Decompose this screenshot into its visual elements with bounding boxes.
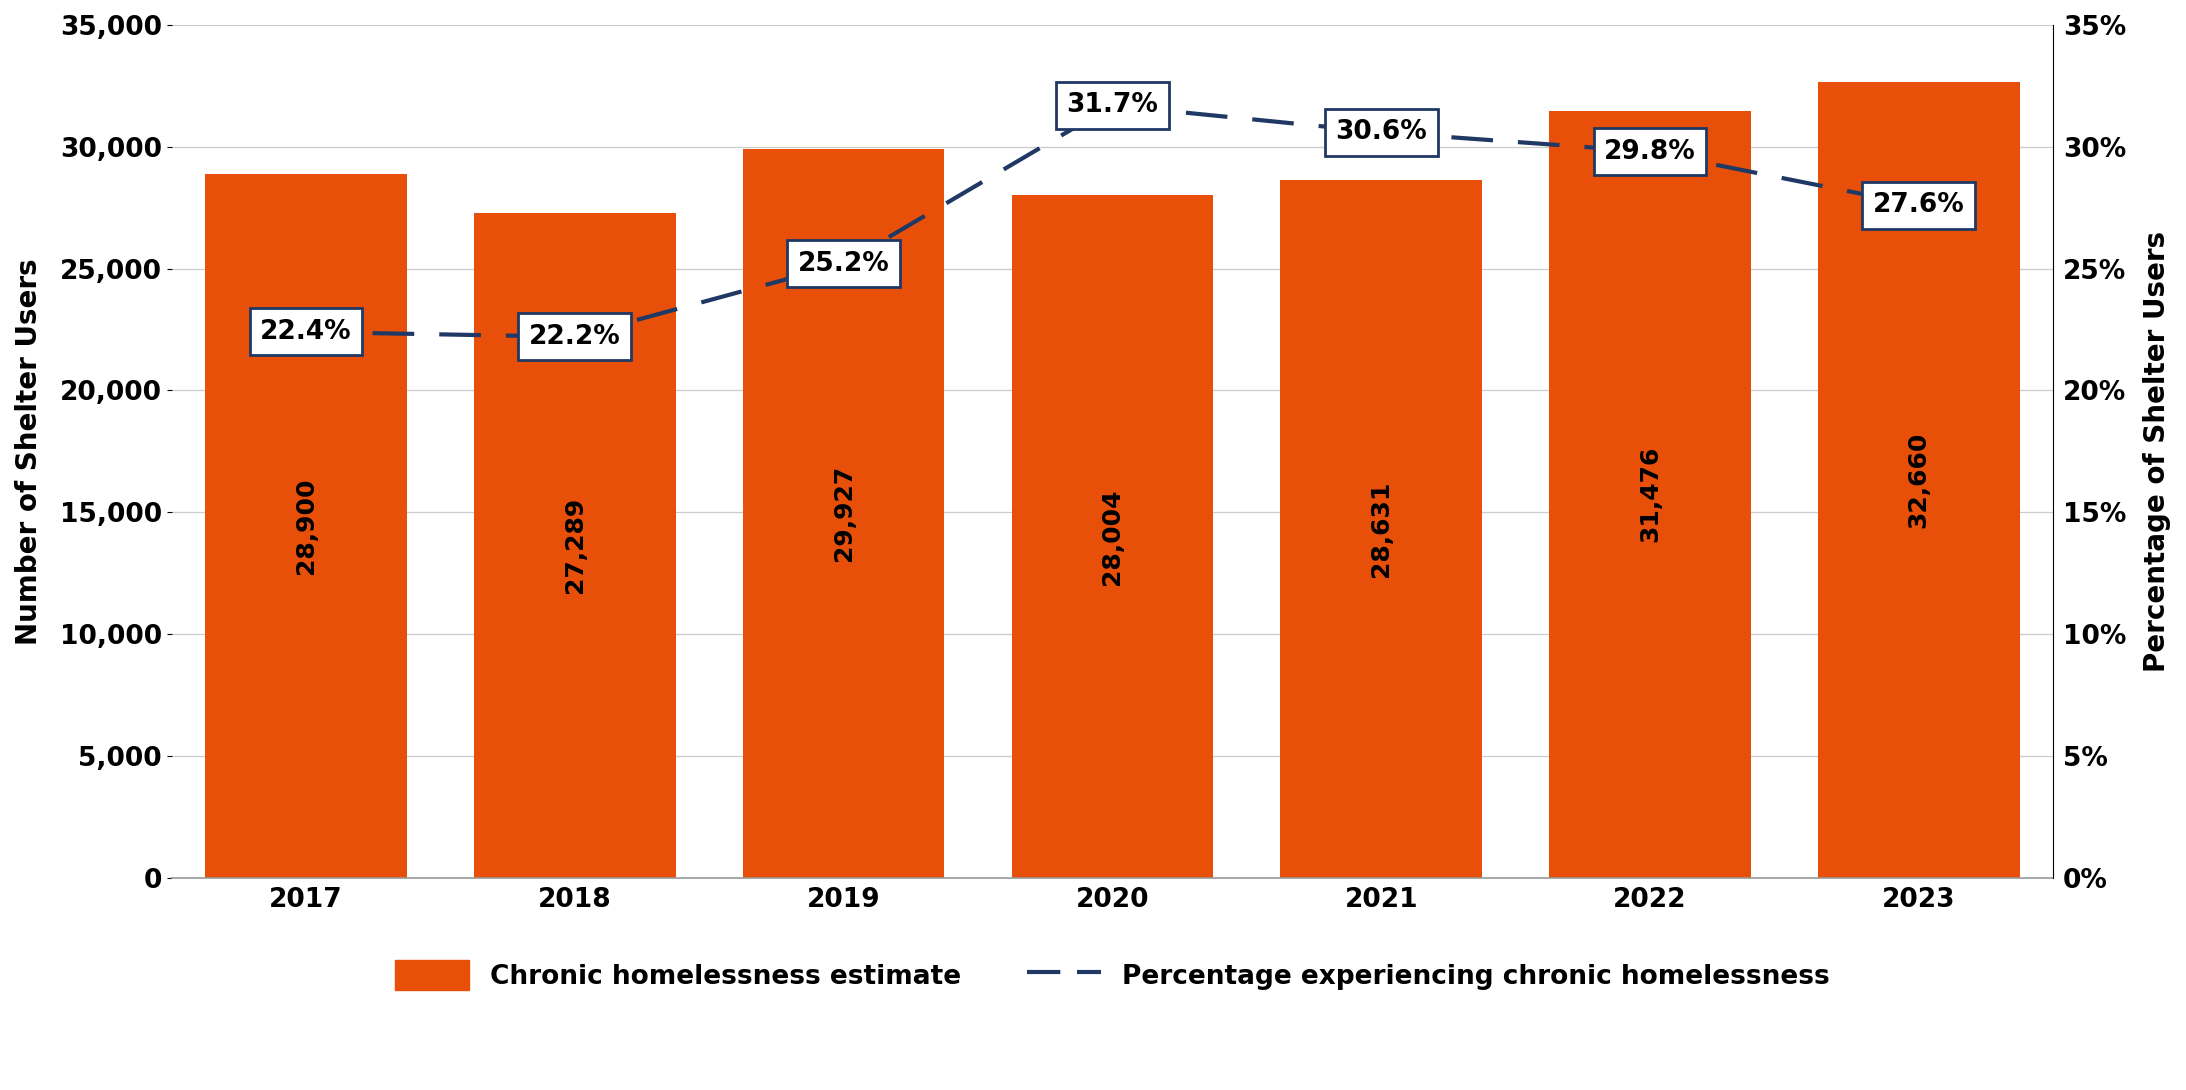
Text: 31,476: 31,476 bbox=[1637, 446, 1661, 543]
Text: 28,004: 28,004 bbox=[1100, 488, 1124, 584]
Text: 28,631: 28,631 bbox=[1368, 481, 1392, 577]
Text: 29.8%: 29.8% bbox=[1605, 138, 1696, 165]
Bar bbox=[743, 148, 944, 877]
Y-axis label: Number of Shelter Users: Number of Shelter Users bbox=[15, 258, 44, 644]
Text: 32,660: 32,660 bbox=[1906, 432, 1930, 528]
Text: 31.7%: 31.7% bbox=[1067, 93, 1159, 119]
Text: 22.4%: 22.4% bbox=[260, 319, 352, 344]
Legend: Chronic homelessness estimate, Percentage experiencing chronic homelessness: Chronic homelessness estimate, Percentag… bbox=[385, 949, 1841, 1001]
Text: 30.6%: 30.6% bbox=[1336, 119, 1427, 145]
Text: 29,927: 29,927 bbox=[831, 465, 855, 561]
Text: 27,289: 27,289 bbox=[562, 497, 586, 593]
Bar bbox=[205, 173, 407, 877]
Bar bbox=[474, 213, 675, 877]
Text: 27.6%: 27.6% bbox=[1873, 192, 1965, 218]
Y-axis label: Percentage of Shelter Users: Percentage of Shelter Users bbox=[2142, 231, 2171, 671]
Bar bbox=[1012, 195, 1213, 877]
Text: 22.2%: 22.2% bbox=[529, 324, 621, 350]
Bar bbox=[1550, 111, 1751, 877]
Text: 28,900: 28,900 bbox=[293, 477, 317, 573]
Bar bbox=[1819, 82, 2020, 877]
Text: 25.2%: 25.2% bbox=[798, 251, 890, 277]
Bar bbox=[1281, 180, 1482, 877]
